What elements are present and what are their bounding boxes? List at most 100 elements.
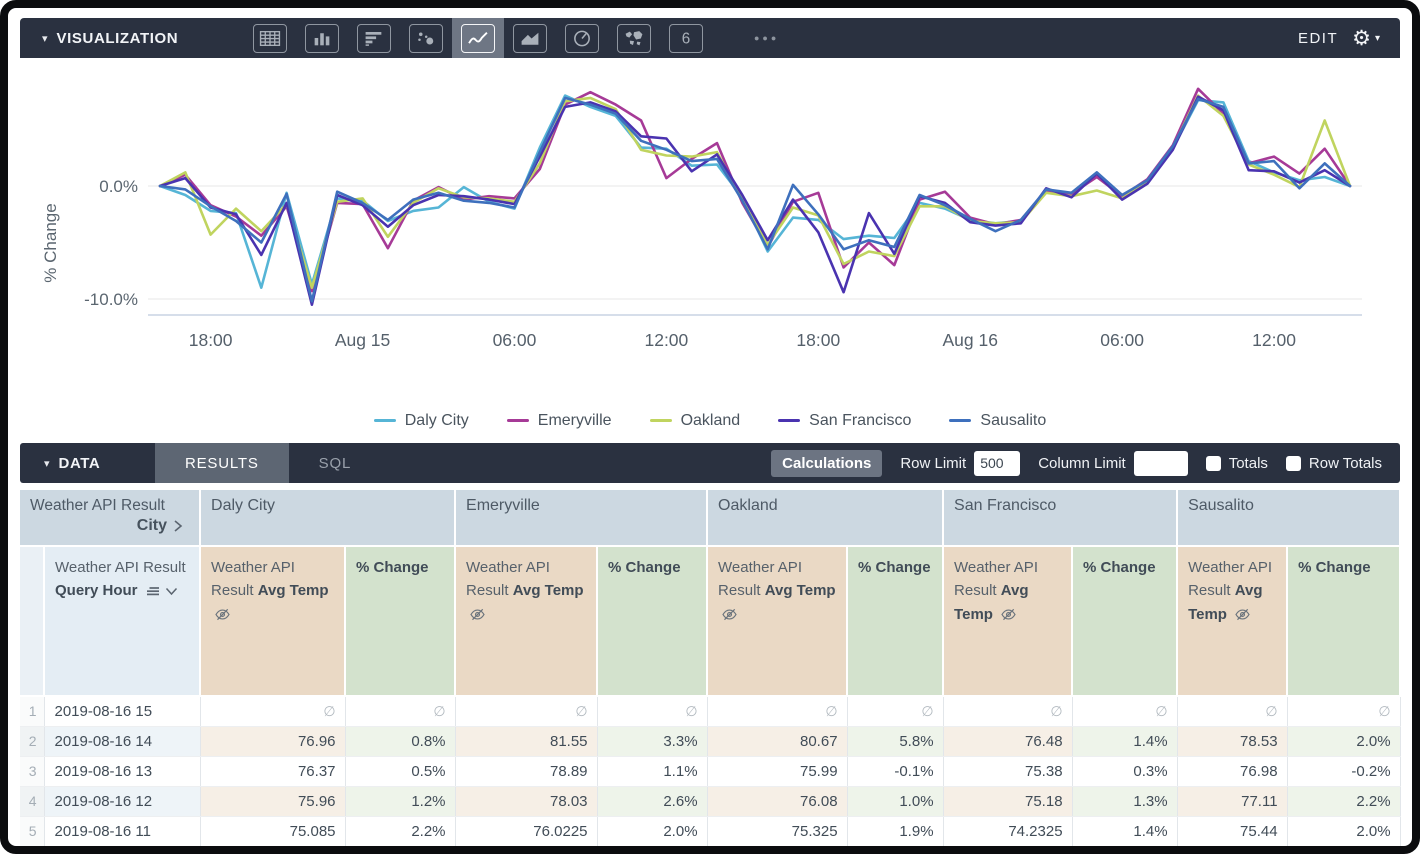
avg-temp-header-emeryville[interactable]: Weather API Result Avg Temp	[455, 546, 599, 697]
pivot-header-oakland[interactable]: Oakland	[707, 490, 945, 547]
pct-change-cell[interactable]: ∅	[1072, 696, 1178, 727]
avg-temp-cell[interactable]: 74.2325	[943, 816, 1073, 846]
avg-temp-cell[interactable]: 75.44	[1177, 816, 1288, 846]
legend-item-san-francisco[interactable]: San Francisco	[778, 412, 911, 430]
avg-temp-cell[interactable]: 77.11	[1177, 786, 1288, 817]
avg-temp-cell[interactable]: ∅	[455, 696, 598, 727]
pct-change-cell[interactable]: 1.1%	[597, 756, 708, 787]
series-line-sausalito[interactable]	[158, 96, 1352, 303]
avg-temp-cell[interactable]: 76.96	[200, 726, 346, 757]
pivot-header-san-francisco[interactable]: San Francisco	[943, 490, 1179, 547]
more-viz-types-icon[interactable]: ●●●	[754, 33, 780, 43]
pct-change-cell[interactable]: 2.0%	[1287, 726, 1401, 757]
row-totals-checkbox[interactable]	[1285, 455, 1301, 471]
edit-button[interactable]: EDIT	[1297, 29, 1339, 47]
column-chart-button[interactable]	[296, 18, 348, 58]
query-hour-cell[interactable]: 2019-08-16 13	[44, 756, 201, 787]
legend-item-sausalito[interactable]: Sausalito	[949, 412, 1046, 430]
tab-sql[interactable]: SQL	[318, 454, 352, 472]
avg-temp-cell[interactable]: 75.96	[200, 786, 346, 817]
pct-change-cell[interactable]: 0.8%	[345, 726, 456, 757]
tab-results[interactable]: RESULTS	[155, 443, 289, 483]
data-section-toggle[interactable]: ▾ DATA	[20, 455, 155, 472]
pct-change-cell[interactable]: 1.4%	[1072, 726, 1178, 757]
avg-temp-cell[interactable]: 76.37	[200, 756, 346, 787]
pct-change-cell[interactable]: ∅	[345, 696, 456, 727]
column-limit-input[interactable]	[1133, 450, 1188, 476]
pct-change-cell[interactable]: -0.1%	[847, 756, 944, 787]
avg-temp-cell[interactable]: ∅	[707, 696, 848, 727]
legend-item-emeryville[interactable]: Emeryville	[506, 412, 612, 430]
avg-temp-cell[interactable]: 78.03	[455, 786, 598, 817]
pct-change-cell[interactable]: ∅	[1287, 696, 1401, 727]
query-hour-cell[interactable]: 2019-08-16 14	[44, 726, 201, 757]
pct-change-cell[interactable]: 1.2%	[345, 786, 456, 817]
avg-temp-cell[interactable]: 75.18	[943, 786, 1073, 817]
pct-change-cell[interactable]: 2.0%	[1287, 816, 1401, 846]
pivot-header-emeryville[interactable]: Emeryville	[455, 490, 709, 547]
series-line-emeryville[interactable]	[158, 87, 1352, 293]
bar-chart-horizontal-button[interactable]	[348, 18, 400, 58]
pct-change-cell[interactable]: 2.2%	[1287, 786, 1401, 817]
pct-change-header-emeryville[interactable]: % Change	[597, 546, 709, 697]
pct-change-cell[interactable]: 1.4%	[1072, 816, 1178, 846]
avg-temp-cell[interactable]: 78.53	[1177, 726, 1288, 757]
avg-temp-header-san-francisco[interactable]: Weather API Result Avg Temp	[943, 546, 1074, 697]
row-totals-toggle[interactable]: Row Totals	[1285, 455, 1382, 472]
query-hour-cell[interactable]: 2019-08-16 12	[44, 786, 201, 817]
avg-temp-cell[interactable]: 75.085	[200, 816, 346, 846]
avg-temp-cell[interactable]: 78.89	[455, 756, 598, 787]
avg-temp-header-sausalito[interactable]: Weather API Result Avg Temp	[1177, 546, 1289, 697]
avg-temp-cell[interactable]: ∅	[1177, 696, 1288, 727]
pct-change-header-daly-city[interactable]: % Change	[345, 546, 457, 697]
pct-change-cell[interactable]: 3.3%	[597, 726, 708, 757]
area-chart-button[interactable]	[504, 18, 556, 58]
avg-temp-cell[interactable]: 76.48	[943, 726, 1073, 757]
pct-change-cell[interactable]: ∅	[597, 696, 708, 727]
pct-change-cell[interactable]: 5.8%	[847, 726, 944, 757]
avg-temp-cell[interactable]: ∅	[943, 696, 1073, 727]
table-chart-button[interactable]	[244, 18, 296, 58]
avg-temp-cell[interactable]: 76.98	[1177, 756, 1288, 787]
avg-temp-cell[interactable]: 75.99	[707, 756, 848, 787]
pct-change-cell[interactable]: 0.5%	[345, 756, 456, 787]
legend-item-oakland[interactable]: Oakland	[649, 412, 740, 430]
pct-change-cell[interactable]: -0.2%	[1287, 756, 1401, 787]
pct-change-cell[interactable]: ∅	[847, 696, 944, 727]
avg-temp-cell[interactable]: 75.38	[943, 756, 1073, 787]
pct-change-cell[interactable]: 1.0%	[847, 786, 944, 817]
pct-change-cell[interactable]: 1.3%	[1072, 786, 1178, 817]
map-chart-button[interactable]	[608, 18, 660, 58]
pivot-header-daly-city[interactable]: Daly City	[200, 490, 457, 547]
totals-toggle[interactable]: Totals	[1205, 455, 1268, 472]
avg-temp-cell[interactable]: 76.0225	[455, 816, 598, 846]
row-limit-input[interactable]	[974, 450, 1021, 476]
dimension-group-header[interactable]: Weather API Result City	[20, 490, 202, 547]
pct-change-cell[interactable]: 2.0%	[597, 816, 708, 846]
query-hour-cell[interactable]: 2019-08-16 15	[44, 696, 201, 727]
avg-temp-cell[interactable]: 80.67	[707, 726, 848, 757]
visualization-section-toggle[interactable]: ▾ VISUALIZATION	[20, 30, 244, 47]
line-chart-button[interactable]	[452, 18, 504, 58]
pct-change-header-sausalito[interactable]: % Change	[1287, 546, 1402, 697]
pct-change-cell[interactable]: 2.6%	[597, 786, 708, 817]
pivot-header-sausalito[interactable]: Sausalito	[1177, 490, 1402, 547]
legend-item-daly-city[interactable]: Daly City	[373, 412, 469, 430]
pct-change-cell[interactable]: 0.3%	[1072, 756, 1178, 787]
chevron-down-icon[interactable]	[165, 587, 178, 596]
calculations-button[interactable]: Calculations	[771, 449, 883, 477]
avg-temp-cell[interactable]: ∅	[200, 696, 346, 727]
avg-temp-cell[interactable]: 81.55	[455, 726, 598, 757]
totals-checkbox[interactable]	[1205, 455, 1221, 471]
sort-icon[interactable]	[146, 585, 161, 597]
avg-temp-header-oakland[interactable]: Weather API Result Avg Temp	[707, 546, 849, 697]
pct-change-cell[interactable]: 1.9%	[847, 816, 944, 846]
series-line-san-francisco[interactable]	[158, 95, 1352, 306]
avg-temp-cell[interactable]: 76.08	[707, 786, 848, 817]
query-hour-cell[interactable]: 2019-08-16 11	[44, 816, 201, 846]
query-hour-header[interactable]: Weather API Result Query Hour	[44, 546, 202, 697]
pct-change-header-oakland[interactable]: % Change	[847, 546, 945, 697]
avg-temp-cell[interactable]: 75.325	[707, 816, 848, 846]
viz-settings-menu[interactable]: ⚙ ▾	[1352, 28, 1380, 49]
avg-temp-header-daly-city[interactable]: Weather API Result Avg Temp	[200, 546, 347, 697]
